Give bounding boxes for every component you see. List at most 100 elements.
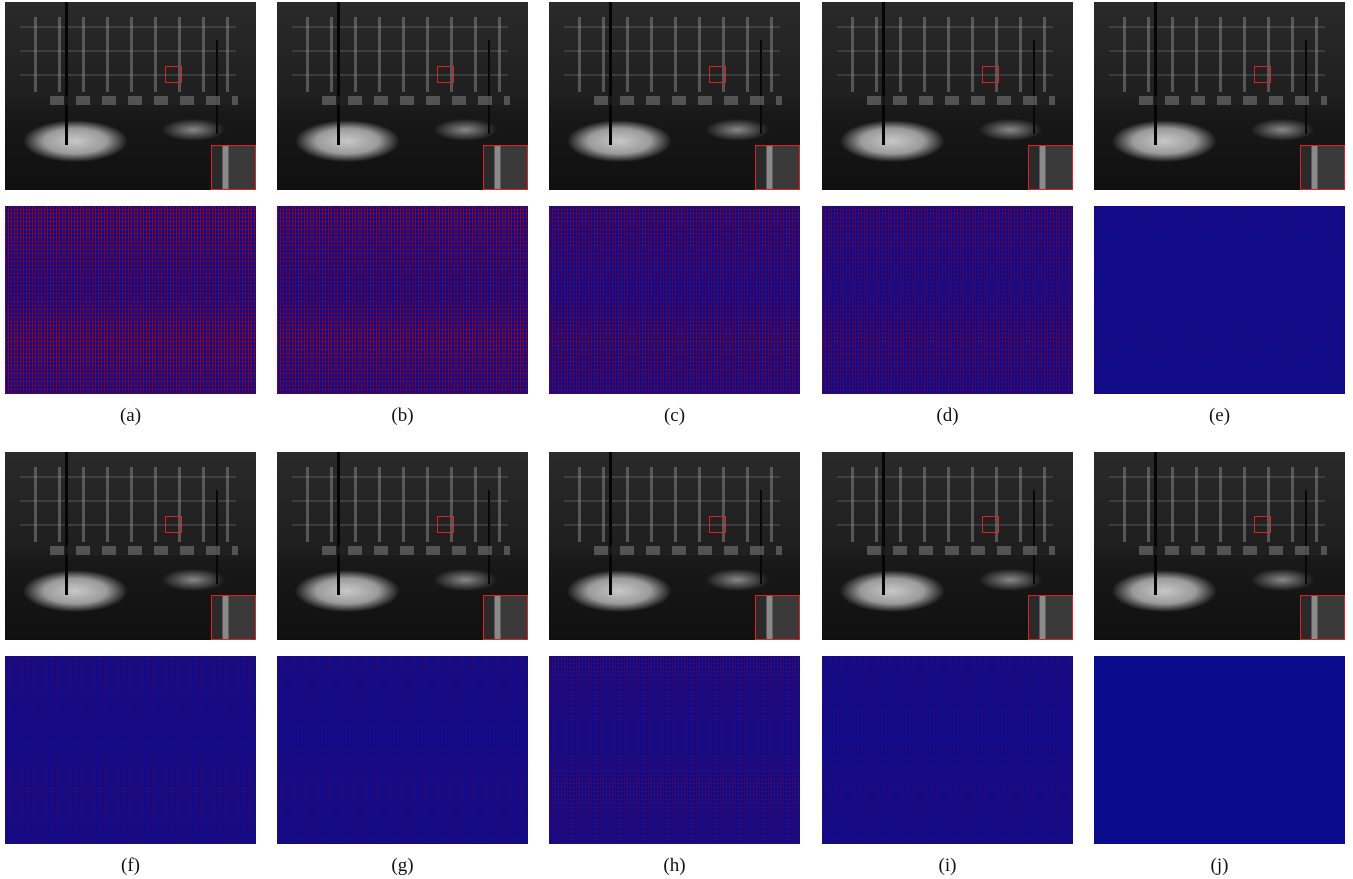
scene-detail: [1305, 490, 1307, 584]
panel-label: (d): [822, 405, 1073, 427]
panel-label: (e): [1094, 405, 1345, 427]
panel: (a): [5, 2, 256, 432]
scene-detail: [50, 96, 238, 105]
error-map: [5, 206, 256, 394]
zoom-inset: [211, 595, 256, 640]
panel: (b): [277, 2, 528, 432]
zoom-inset: [1028, 595, 1073, 640]
scene-detail: [1305, 40, 1307, 134]
panel-label: (b): [277, 405, 528, 427]
scene-detail: [216, 490, 218, 584]
scene-detail: [1154, 2, 1157, 145]
grayscale-image: [1094, 452, 1345, 640]
roi-box: [982, 516, 999, 533]
zoom-inset: [1300, 145, 1345, 190]
scene-detail: [20, 467, 236, 542]
scene-detail: [292, 17, 508, 92]
zoom-inset: [483, 145, 528, 190]
scene-detail: [882, 452, 885, 595]
scene-detail: [594, 546, 782, 555]
grayscale-image: [549, 2, 800, 190]
roi-box: [437, 516, 454, 533]
zoom-inset: [755, 595, 800, 640]
grayscale-image: [5, 452, 256, 640]
panel-label: (c): [549, 405, 800, 427]
roi-box: [709, 516, 726, 533]
scene-detail: [337, 2, 340, 145]
scene-detail: [1033, 40, 1035, 134]
roi-box: [165, 66, 182, 83]
roi-box: [1254, 516, 1271, 533]
scene-detail: [50, 546, 238, 555]
scene-detail: [594, 96, 782, 105]
error-map: [822, 656, 1073, 844]
scene-detail: [564, 17, 780, 92]
error-map: [5, 656, 256, 844]
panel: (e): [1094, 2, 1345, 432]
panel: (i): [822, 452, 1073, 879]
scene-detail: [488, 40, 490, 134]
panel-label: (i): [822, 855, 1073, 877]
panel-label: (g): [277, 855, 528, 877]
scene-detail: [609, 2, 612, 145]
roi-box: [1254, 66, 1271, 83]
zoom-inset: [211, 145, 256, 190]
scene-detail: [1109, 17, 1325, 92]
scene-detail: [760, 40, 762, 134]
roi-box: [165, 516, 182, 533]
scene-detail: [1139, 546, 1327, 555]
panel-label: (h): [549, 855, 800, 877]
scene-detail: [867, 96, 1055, 105]
error-map: [1094, 656, 1345, 844]
scene-detail: [322, 546, 510, 555]
scene-detail: [322, 96, 510, 105]
error-map: [277, 656, 528, 844]
panel: (d): [822, 2, 1073, 432]
figure: (a) (b) (c) (d) (e) (f) (g) (h) (i) (j): [0, 0, 1353, 879]
panel: (h): [549, 452, 800, 879]
scene-detail: [760, 490, 762, 584]
grayscale-image: [822, 2, 1073, 190]
error-map: [277, 206, 528, 394]
scene-detail: [867, 546, 1055, 555]
roi-box: [709, 66, 726, 83]
zoom-inset: [755, 145, 800, 190]
panel-label: (j): [1094, 855, 1345, 877]
error-map: [549, 656, 800, 844]
panel: (g): [277, 452, 528, 879]
error-map: [822, 206, 1073, 394]
scene-detail: [837, 17, 1053, 92]
error-map: [549, 206, 800, 394]
grayscale-image: [277, 2, 528, 190]
panel: (c): [549, 2, 800, 432]
scene-detail: [20, 17, 236, 92]
panel: (j): [1094, 452, 1345, 879]
scene-detail: [837, 467, 1053, 542]
scene-detail: [1109, 467, 1325, 542]
scene-detail: [292, 467, 508, 542]
zoom-inset: [1028, 145, 1073, 190]
scene-detail: [1139, 96, 1327, 105]
zoom-inset: [483, 595, 528, 640]
panel: (f): [5, 452, 256, 879]
scene-detail: [1033, 490, 1035, 584]
grayscale-image: [1094, 2, 1345, 190]
scene-detail: [609, 452, 612, 595]
panel-label: (f): [5, 855, 256, 877]
scene-detail: [882, 2, 885, 145]
scene-detail: [564, 467, 780, 542]
scene-detail: [65, 2, 68, 145]
error-map: [1094, 206, 1345, 394]
scene-detail: [488, 490, 490, 584]
grayscale-image: [822, 452, 1073, 640]
grayscale-image: [277, 452, 528, 640]
scene-detail: [337, 452, 340, 595]
scene-detail: [216, 40, 218, 134]
grayscale-image: [5, 2, 256, 190]
roi-box: [437, 66, 454, 83]
scene-detail: [65, 452, 68, 595]
roi-box: [982, 66, 999, 83]
scene-detail: [1154, 452, 1157, 595]
grayscale-image: [549, 452, 800, 640]
zoom-inset: [1300, 595, 1345, 640]
